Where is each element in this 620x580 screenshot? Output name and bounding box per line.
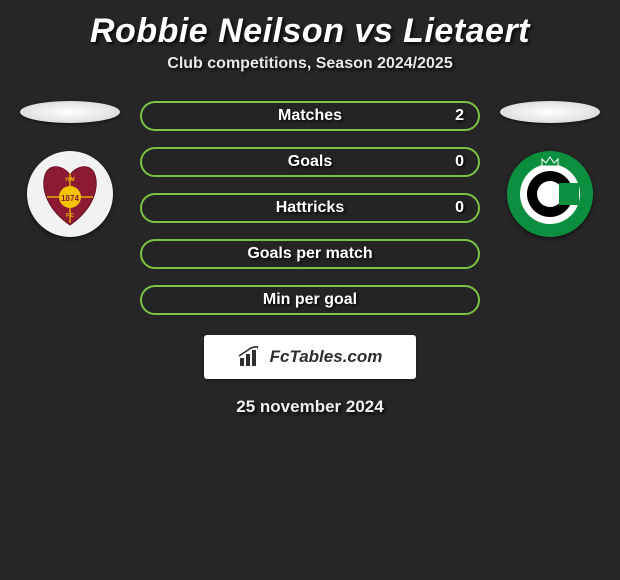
stat-value-right: 0 — [455, 153, 464, 171]
circle-c-icon — [507, 151, 593, 237]
stat-value-right: 2 — [455, 107, 464, 125]
stats-column: Matches 2 Goals 0 Hattricks 0 Goals per … — [140, 101, 480, 315]
hearts-fc-badge: 1874 H M F C — [27, 151, 113, 237]
brand-text: FcTables.com — [270, 347, 383, 367]
svg-text:H M: H M — [65, 177, 74, 183]
page-subtitle: Club competitions, Season 2024/2025 — [0, 55, 620, 73]
bar-chart-icon — [238, 346, 264, 368]
left-player-column: 1874 H M F C — [20, 101, 120, 237]
footer-date: 25 november 2024 — [0, 397, 620, 417]
stat-row-hattricks: Hattricks 0 — [140, 193, 480, 223]
shield-heart-icon: 1874 H M F C — [35, 159, 105, 229]
stat-label: Hattricks — [276, 199, 344, 217]
cercle-brugge-badge — [507, 151, 593, 237]
stat-row-min-per-goal: Min per goal — [140, 285, 480, 315]
svg-text:F C: F C — [66, 213, 74, 219]
stat-label: Matches — [278, 107, 342, 125]
comparison-row: 1874 H M F C Matches 2 Goals 0 Hattricks… — [0, 101, 620, 315]
stat-label: Min per goal — [263, 291, 357, 309]
stat-label: Goals per match — [247, 245, 372, 263]
stat-row-matches: Matches 2 — [140, 101, 480, 131]
svg-text:1874: 1874 — [61, 194, 79, 203]
page-title: Robbie Neilson vs Lietaert — [0, 0, 620, 55]
player-disc-left — [20, 101, 120, 123]
player-disc-right — [500, 101, 600, 123]
stat-value-right: 0 — [455, 199, 464, 217]
right-player-column — [500, 101, 600, 237]
stat-row-goals: Goals 0 — [140, 147, 480, 177]
brand-box: FcTables.com — [204, 335, 416, 379]
stat-row-goals-per-match: Goals per match — [140, 239, 480, 269]
stat-label: Goals — [288, 153, 332, 171]
